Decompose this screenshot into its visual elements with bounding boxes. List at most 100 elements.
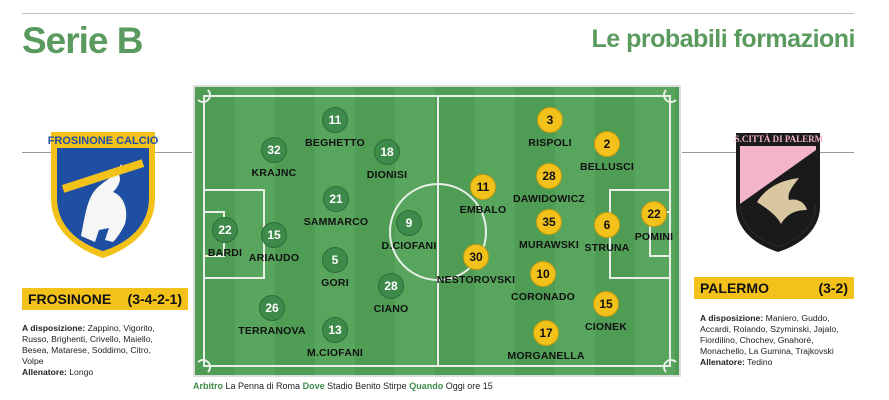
home-bench-label: A disposizione: — [22, 323, 86, 333]
player-name: CIANO — [373, 303, 409, 315]
home-bench-list: Zappino, Vigorito, Russo, Brighenti, Cri… — [22, 323, 155, 366]
player-number: 28 — [536, 163, 562, 189]
away-bench-notes: A disposizione: Maniero, Guddo, Accardi,… — [700, 313, 850, 368]
player-number: 11 — [470, 174, 496, 200]
player-name: MURAWSKI — [519, 239, 579, 251]
player-number: 26 — [259, 295, 285, 321]
away-player: 11 EMBALO — [423, 174, 543, 216]
referee: La Penna di Roma — [225, 381, 301, 391]
league-title: Serie B — [22, 20, 144, 61]
away-coach-label: Allenatore: — [700, 357, 745, 367]
player-number: 21 — [323, 186, 349, 212]
player-name: SAMMARCO — [303, 216, 369, 228]
home-bench-notes: A disposizione: Zappino, Vigorito, Russo… — [22, 323, 172, 378]
player-name: TERRANOVA — [238, 325, 306, 337]
away-player: 35 MURAWSKI — [489, 209, 609, 251]
player-name: ARIAUDO — [248, 252, 300, 264]
page-subtitle: Le probabili formazioni — [591, 25, 855, 53]
corner-arc — [663, 359, 679, 375]
kickoff-time: Oggi ore 15 — [445, 381, 493, 391]
home-player: 11 BEGHETTO — [275, 107, 395, 149]
away-player: 28 DAWIDOWICZ — [489, 163, 609, 205]
corner-arc — [663, 87, 679, 103]
away-bench-list: Maniero, Guddo, Accardi, Rolando, Szymin… — [700, 313, 839, 356]
player-number: 15 — [593, 291, 619, 317]
player-number: 2 — [594, 131, 620, 157]
home-team-name: FROSINONE — [28, 291, 112, 307]
away-player: 6 STRUNA — [547, 212, 667, 254]
venue-label: Dove — [302, 381, 325, 391]
corner-arc — [195, 87, 211, 103]
player-number: 3 — [537, 107, 563, 133]
player-name: BEGHETTO — [305, 137, 365, 149]
player-number: 35 — [536, 209, 562, 235]
player-number: 17 — [533, 320, 559, 346]
player-name: DAWIDOWICZ — [513, 193, 585, 205]
home-player: 21 SAMMARCO — [276, 186, 396, 228]
player-number: 6 — [594, 212, 620, 238]
player-name: CORONADO — [510, 291, 575, 303]
player-number: 13 — [322, 317, 348, 343]
home-player: 13 M.CIOFANI — [275, 317, 395, 359]
player-number: 15 — [261, 222, 287, 248]
home-player: 32 KRAJNC — [214, 137, 334, 179]
away-player: 10 CORONADO — [483, 261, 603, 303]
player-name: STRUNA — [584, 242, 630, 254]
home-formation: (3-4-2-1) — [127, 291, 182, 307]
player-name: D.CIOFANI — [381, 240, 437, 252]
home-player: 26 TERRANOVA — [212, 295, 332, 337]
frosinone-crest-text: FROSINONE CALCIO — [48, 135, 159, 147]
away-player: 22 POMINI — [594, 201, 714, 243]
palermo-crest: U.S.CITTÀ DI PALERMO — [733, 133, 823, 252]
home-team-bar: FROSINONE (3-4-2-1) — [22, 288, 188, 310]
player-number: 10 — [530, 261, 556, 287]
home-player: 5 GORI — [275, 247, 395, 289]
away-player: 15 CIONEK — [546, 291, 666, 333]
away-bench-label: A disposizione: — [700, 313, 764, 323]
center-circle — [389, 183, 487, 281]
home-player: 15 ARIAUDO — [214, 222, 334, 264]
referee-label: Arbitro — [193, 381, 223, 391]
player-name: GORI — [321, 277, 349, 289]
player-name: RISPOLI — [528, 137, 572, 149]
away-player: 17 MORGANELLA — [486, 320, 606, 362]
player-name: M.CIOFANI — [306, 347, 364, 359]
home-player: 9 D.CIOFANI — [349, 210, 469, 252]
player-number: 28 — [378, 273, 404, 299]
player-number: 30 — [463, 244, 489, 270]
match-info: Arbitro La Penna di Roma Dove Stadio Ben… — [193, 381, 493, 391]
player-name: DIONISI — [366, 169, 408, 181]
away-team-bar: PALERMO (3-2) — [694, 277, 854, 299]
player-number: 9 — [396, 210, 422, 236]
home-coach-label: Allenatore: — [22, 367, 67, 377]
player-number: 11 — [322, 107, 348, 133]
away-player: 2 BELLUSCI — [547, 131, 667, 173]
player-name: BARDI — [207, 247, 243, 259]
player-name: BELLUSCI — [579, 161, 635, 173]
time-label: Quando — [409, 381, 444, 391]
palermo-crest-text: U.S.CITTÀ DI PALERMO — [733, 134, 823, 144]
player-name: MORGANELLA — [507, 350, 585, 362]
player-number: 32 — [261, 137, 287, 163]
home-player: 22 BARDI — [165, 217, 285, 259]
home-player: 28 CIANO — [331, 273, 451, 315]
player-name: POMINI — [634, 231, 674, 243]
corner-arc — [195, 359, 211, 375]
away-team-name: PALERMO — [700, 280, 769, 296]
away-coach: Tedino — [747, 357, 773, 367]
away-player: 3 RISPOLI — [490, 107, 610, 149]
player-name: CIONEK — [584, 321, 628, 333]
player-name: NESTOROVSKI — [436, 274, 516, 286]
player-name: EMBALO — [459, 204, 507, 216]
home-coach: Longo — [69, 367, 94, 377]
player-number: 18 — [374, 139, 400, 165]
player-number: 22 — [212, 217, 238, 243]
player-number: 5 — [322, 247, 348, 273]
frosinone-crest: FROSINONE CALCIO — [48, 132, 159, 258]
venue: Stadio Benito Stirpe — [327, 381, 407, 391]
player-name: KRAJNC — [251, 167, 297, 179]
player-number: 22 — [641, 201, 667, 227]
home-player: 18 DIONISI — [327, 139, 447, 181]
football-pitch: 22 BARDI 15 ARIAUDO 32 KRAJNC 26 TERRANO… — [193, 85, 681, 377]
away-player: 30 NESTOROVSKI — [416, 244, 536, 286]
